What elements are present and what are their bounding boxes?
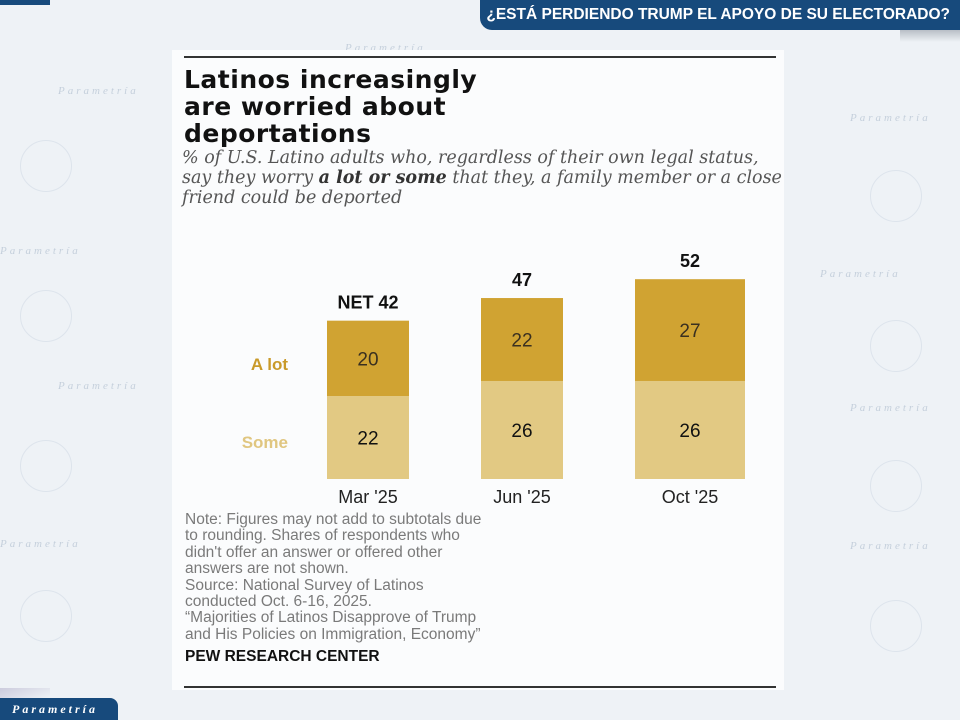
watermark-circle (870, 460, 922, 512)
watermark-circle (20, 290, 72, 342)
bar-some (327, 396, 409, 479)
total-label: NET 42 (337, 293, 398, 313)
note-line: to rounding. Shares of respondents who (185, 527, 460, 545)
watermark-circle (20, 140, 72, 192)
top-rule (184, 56, 776, 58)
watermark-circle (870, 600, 922, 652)
total-label: 47 (512, 270, 532, 290)
logo-shadow (0, 688, 50, 698)
watermark-circle (870, 320, 922, 372)
source-line: and His Policies on Immigration, Economy… (185, 625, 481, 643)
note-line: answers are not shown. (185, 560, 349, 578)
total-label: 52 (680, 251, 700, 271)
watermark-circle (20, 590, 72, 642)
bar-some (481, 380, 563, 479)
parametria-logo: Parametría (0, 698, 118, 720)
x-tick-label: Jun '25 (493, 487, 550, 507)
top-left-accent (0, 0, 50, 5)
title-line: Latinos increasingly (184, 65, 478, 94)
chart-title: Latinos increasingly are worried about d… (184, 66, 477, 147)
watermark-circle (20, 440, 72, 492)
legend-some: Some (242, 433, 288, 452)
title-line: are worried about (184, 92, 447, 121)
watermark-text: Parametría (58, 85, 139, 97)
data-label: 26 (511, 421, 532, 442)
data-label: 26 (679, 421, 700, 442)
bar-a-lot (635, 279, 745, 381)
watermark-text: Parametría (58, 380, 139, 392)
source-line: conducted Oct. 6-16, 2025. (185, 593, 372, 611)
bottom-rule (184, 686, 776, 688)
watermark-text: Parametría (850, 402, 931, 414)
chart-subtitle: % of U.S. Latino adults who, regardless … (182, 148, 782, 208)
data-label: 22 (511, 331, 532, 352)
bar-a-lot (327, 320, 409, 397)
watermark-text: Parametría (850, 112, 931, 124)
pew-brand: PEW RESEARCH CENTER (185, 648, 380, 665)
banner-shadow (900, 30, 960, 42)
data-label: 20 (357, 349, 378, 370)
watermark-text: Parametría (850, 540, 931, 552)
chart-note: Note: Figures may not add to subtotals d… (185, 511, 785, 643)
x-tick-label: Mar '25 (338, 487, 397, 507)
watermark-text: Parametría (0, 245, 81, 257)
note-line: Note: Figures may not add to subtotals d… (185, 511, 482, 528)
bar-a-lot (481, 298, 563, 381)
legend-a-lot: A lot (251, 355, 288, 374)
chart-card: Latinos increasingly are worried about d… (172, 50, 784, 690)
title-line: deportations (184, 119, 372, 148)
watermark-text: Parametría (0, 538, 81, 550)
bar-some (635, 380, 745, 479)
source-line: “Majorities of Latinos Disapprove of Tru… (185, 609, 477, 627)
watermark-circle (870, 170, 922, 222)
x-tick-label: Oct '25 (662, 487, 718, 507)
subtitle-text: % of U.S. Latino adults who, regardless … (182, 148, 759, 188)
data-label: 22 (357, 429, 378, 450)
subtitle-emphasis: a lot or some (318, 168, 447, 188)
subtitle-text: that they, a family member or a close fr… (182, 168, 782, 208)
watermark-text: Parametría (820, 268, 901, 280)
stacked-bar-chart: 22 20 NET 42 Mar '25 26 22 47 Jun '25 26 27 52 Oct … (242, 251, 745, 507)
data-label: 27 (679, 321, 700, 342)
banner-title: ¿ESTÁ PERDIENDO TRUMP EL APOYO DE SU ELE… (480, 0, 960, 30)
source-line: Source: National Survey of Latinos (185, 576, 424, 594)
note-line: didn't offer an answer or offered other (185, 543, 443, 561)
